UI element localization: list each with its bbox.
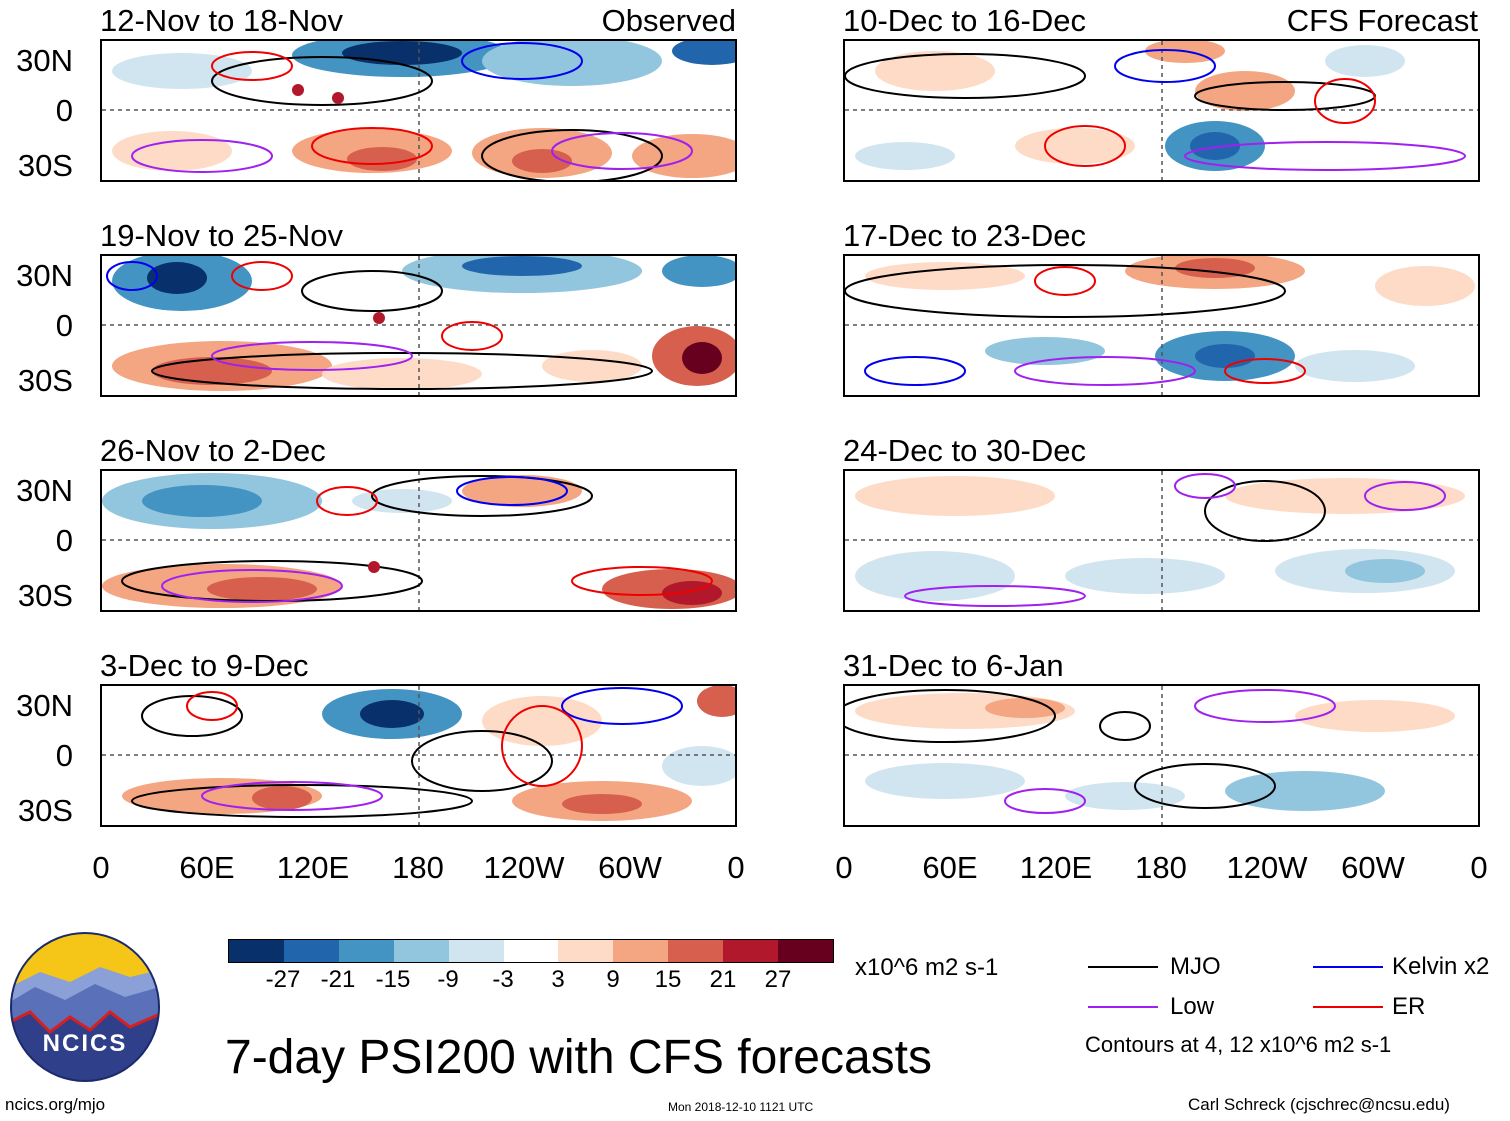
lat-label-30n: 30N xyxy=(16,473,73,508)
lon-label-0-end: 0 xyxy=(1470,850,1488,885)
lon-label-0: 0 xyxy=(835,850,853,885)
contour-note: Contours at 4, 12 x10^6 m2 s-1 xyxy=(1085,1032,1392,1057)
main-title: 7-day PSI200 with CFS forecasts xyxy=(225,1031,932,1084)
map-panel-obs-1 xyxy=(100,39,737,182)
observed-heading: Observed xyxy=(601,3,736,38)
colorbar-swatch xyxy=(393,940,449,962)
panel-title-fc-2: 17-Dec to 23-Dec xyxy=(843,218,1086,253)
colorbar-tick: -21 xyxy=(320,966,356,993)
lat-label-eq: 0 xyxy=(55,93,73,128)
panel-title-obs-3: 26-Nov to 2-Dec xyxy=(100,433,326,468)
lat-label-eq: 0 xyxy=(55,738,73,773)
lon-label-120w: 120W xyxy=(1226,850,1308,885)
colorbar-tick: -15 xyxy=(375,966,411,993)
footer-url[interactable]: ncics.org/mjo xyxy=(5,1095,106,1114)
map-panel-fc-2 xyxy=(843,254,1480,397)
map-panel-obs-3 xyxy=(100,469,737,612)
colorbar-swatch xyxy=(503,940,559,962)
lat-label-30s: 30S xyxy=(17,793,73,828)
colorbar-tick: 21 xyxy=(709,966,737,993)
panel-title-obs-2: 19-Nov to 25-Nov xyxy=(100,218,343,253)
colorbar-tick: 9 xyxy=(606,966,620,993)
colorbar-tick: 27 xyxy=(764,966,792,993)
footer-author: Carl Schreck (cjschrec@ncsu.edu) xyxy=(1188,1095,1450,1114)
colorbar-swatch xyxy=(668,940,724,962)
lat-label-30s: 30S xyxy=(17,148,73,183)
legend-label-low: Low xyxy=(1170,993,1215,1020)
colorbar-swatch xyxy=(338,940,394,962)
lon-label-60w: 60W xyxy=(598,850,662,885)
lon-label-120e: 120E xyxy=(1019,850,1093,885)
colorbar-swatch xyxy=(723,940,779,962)
map-panel-fc-1 xyxy=(843,39,1480,182)
logo-text: NCICS xyxy=(42,1030,128,1057)
panel-title-fc-4: 31-Dec to 6-Jan xyxy=(843,648,1064,683)
colorbar-tick: -27 xyxy=(265,966,301,993)
lon-label-120e: 120E xyxy=(276,850,350,885)
lat-label-eq: 0 xyxy=(55,308,73,343)
footer-timestamp: Mon 2018-12-10 1121 UTC xyxy=(668,1100,814,1114)
panel-title-fc-3: 24-Dec to 30-Dec xyxy=(843,433,1086,468)
panel-title-obs-1: 12-Nov to 18-Nov xyxy=(100,3,343,38)
lon-label-60w: 60W xyxy=(1341,850,1405,885)
colorbar-tick: -3 xyxy=(492,966,514,993)
lon-label-120w: 120W xyxy=(483,850,565,885)
ncics-logo xyxy=(10,932,160,1082)
colorbar-tick: -9 xyxy=(437,966,459,993)
lon-label-60e: 60E xyxy=(922,850,978,885)
map-panel-obs-4 xyxy=(100,684,737,827)
map-panel-obs-2 xyxy=(100,254,737,397)
lat-label-30n: 30N xyxy=(16,688,73,723)
map-panel-fc-3 xyxy=(843,469,1480,612)
lon-label-60e: 60E xyxy=(179,850,235,885)
legend-label-mjo: MJO xyxy=(1170,953,1221,980)
legend-line-low xyxy=(1088,1006,1158,1008)
lon-label-180: 180 xyxy=(1135,850,1187,885)
colorbar-swatch xyxy=(558,940,614,962)
panel-title-fc-1: 10-Dec to 16-Dec xyxy=(843,3,1086,38)
lon-label-0-end: 0 xyxy=(727,850,745,885)
colorbar-swatch xyxy=(448,940,504,962)
colorbar-swatch xyxy=(229,940,284,962)
legend-label-kelvin: Kelvin x2 xyxy=(1392,953,1490,980)
legend-line-er xyxy=(1313,1006,1383,1008)
colorbar-units: x10^6 m2 s-1 xyxy=(855,954,999,981)
legend-label-er: ER xyxy=(1392,993,1426,1020)
lat-label-30s: 30S xyxy=(17,578,73,613)
lat-label-30s: 30S xyxy=(17,363,73,398)
legend-line-mjo xyxy=(1088,966,1158,968)
panel-title-obs-4: 3-Dec to 9-Dec xyxy=(100,648,309,683)
colorbar xyxy=(228,939,834,963)
forecast-heading: CFS Forecast xyxy=(1286,3,1478,38)
lat-label-eq: 0 xyxy=(55,523,73,558)
lon-label-180: 180 xyxy=(392,850,444,885)
lon-label-0: 0 xyxy=(92,850,110,885)
lat-label-30n: 30N xyxy=(16,258,73,293)
lat-label-30n: 30N xyxy=(16,43,73,78)
legend-line-kelvin xyxy=(1313,966,1383,968)
colorbar-swatch xyxy=(283,940,339,962)
colorbar-tick: 3 xyxy=(551,966,565,993)
map-panel-fc-4 xyxy=(843,684,1480,827)
colorbar-tick: 15 xyxy=(654,966,682,993)
colorbar-swatch xyxy=(613,940,669,962)
colorbar-swatch xyxy=(778,940,833,962)
